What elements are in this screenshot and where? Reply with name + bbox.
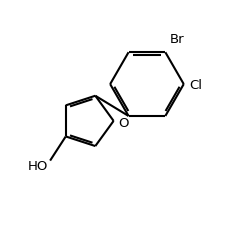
Text: Br: Br xyxy=(170,33,185,46)
Text: HO: HO xyxy=(27,159,48,172)
Text: O: O xyxy=(119,116,129,129)
Text: Cl: Cl xyxy=(189,78,202,91)
